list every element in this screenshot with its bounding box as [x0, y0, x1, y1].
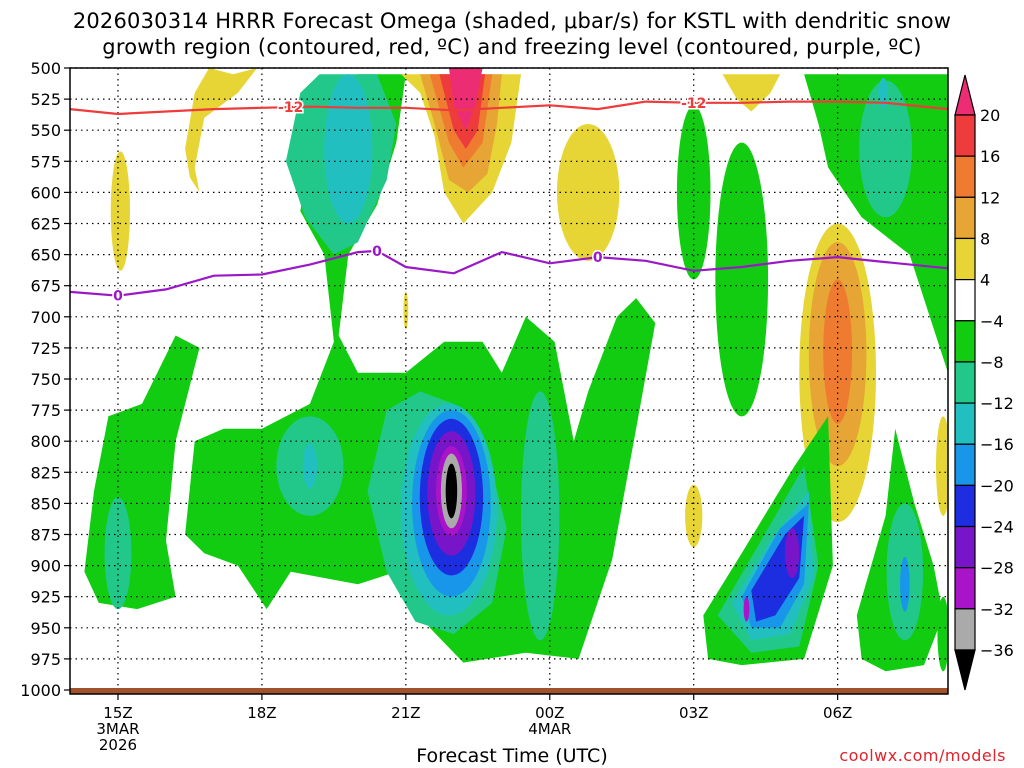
omega-region-4 — [324, 74, 373, 224]
omega-region-29 — [859, 80, 913, 218]
grid-lines — [70, 67, 948, 691]
omega-region-34 — [685, 484, 703, 547]
y-tick-label: 975 — [30, 650, 61, 669]
y-tick-label: 1000 — [20, 681, 61, 700]
dgz-contour-label-0: -12 — [278, 100, 303, 116]
colorbar-label: −20 — [980, 476, 1014, 495]
y-tick-label: 875 — [30, 526, 61, 545]
x-tick-label: 15Z — [103, 704, 132, 722]
omega-region-41 — [784, 528, 800, 579]
omega-region-25 — [676, 105, 711, 280]
colorbar-swatch — [954, 443, 976, 486]
y-tick-label: 900 — [30, 557, 61, 576]
omega-region-26 — [715, 142, 769, 417]
credit-link[interactable]: coolwx.com/models — [839, 746, 1006, 765]
x-tick-label: 2026 — [99, 736, 137, 754]
omega-region-46 — [937, 596, 948, 672]
omega-shading — [84, 68, 948, 672]
omega-region-45 — [900, 556, 910, 612]
y-tick-label: 850 — [30, 494, 61, 513]
omega-region-42 — [743, 596, 750, 622]
y-tick-label: 700 — [30, 308, 61, 327]
y-tick-label: 775 — [30, 401, 61, 420]
y-tick-label: 650 — [30, 246, 61, 265]
dgz-contour-label-1: -12 — [681, 96, 706, 112]
colorbar-swatch — [954, 196, 976, 240]
omega-region-15 — [520, 391, 560, 641]
colorbar-swatch — [954, 567, 976, 610]
omega-region-24 — [449, 68, 483, 131]
colorbar-swatch — [954, 402, 976, 445]
freezing-contour-label-0: 0 — [113, 289, 123, 305]
x-tick-label: 00Z — [535, 704, 564, 722]
colorbar-swatch — [954, 525, 976, 569]
y-tick-label: 725 — [30, 339, 61, 358]
colorbar-label: −28 — [980, 559, 1014, 578]
colorbar-top-arrow — [954, 74, 976, 116]
colorbar-swatch — [954, 155, 976, 198]
colorbar-label: −16 — [980, 435, 1014, 454]
omega-region-28 — [804, 74, 948, 373]
y-tick-label: 925 — [30, 588, 61, 607]
colorbar-swatch — [954, 608, 976, 651]
y-axis: 500 525 550 575 600 625 650 675 700 725 750 775 800 8… — [20, 59, 70, 700]
omega-region-17 — [110, 151, 130, 271]
y-tick-label: 575 — [30, 152, 61, 171]
colorbar-bottom-arrow — [954, 649, 976, 691]
colorbar: 20 16 12 8 4 −4 −8 −12 −16 −20 −24 −28 −32 −36 — [954, 74, 1014, 691]
y-tick-label: 750 — [30, 370, 61, 389]
colorbar-label: −32 — [980, 600, 1014, 619]
x-tick-label: 4MAR — [528, 720, 571, 738]
colorbar-label: −4 — [980, 312, 1004, 331]
omega-region-30 — [878, 77, 889, 108]
contours: -12 -12 0 0 0 — [70, 94, 948, 306]
colorbar-swatch — [954, 114, 976, 157]
y-tick-label: 500 — [30, 59, 61, 78]
omega-region-27 — [722, 74, 781, 112]
omega-region-33 — [823, 279, 853, 424]
omega-region-14 — [445, 463, 458, 519]
y-tick-label: 550 — [30, 121, 61, 140]
x-axis-title: Forecast Time (UTC) — [416, 745, 608, 767]
dgz-contour-line — [70, 100, 948, 116]
colorbar-swatch — [954, 484, 976, 528]
colorbar-swatch — [954, 237, 976, 281]
title-line-2: growth region (contoured, red, ºC) and f… — [102, 35, 922, 59]
colorbar-swatch — [954, 361, 976, 404]
omega-region-6 — [302, 443, 318, 489]
colorbar-label: −8 — [980, 353, 1004, 372]
colorbar-label: 8 — [980, 229, 990, 248]
colorbar-label: 20 — [980, 106, 1000, 125]
x-tick-label: 18Z — [247, 704, 276, 722]
plot-frame — [69, 67, 949, 695]
colorbar-swatch — [954, 320, 976, 363]
title-line-1: 2026030314 HRRR Forecast Omega (shaded, … — [72, 9, 952, 33]
colorbar-label: 4 — [980, 271, 990, 290]
freezing-contour-line — [70, 249, 948, 297]
y-tick-label: 625 — [30, 215, 61, 234]
x-tick-label: 21Z — [391, 704, 420, 722]
colorbar-label: 12 — [980, 188, 1000, 207]
y-tick-label: 800 — [30, 432, 61, 451]
colorbar-label: −36 — [980, 641, 1014, 660]
y-tick-label: 675 — [30, 277, 61, 296]
x-tick-label: 03Z — [679, 704, 708, 722]
y-tick-label: 525 — [30, 90, 61, 109]
colorbar-label: 16 — [980, 147, 1000, 166]
x-tick-label: 06Z — [823, 704, 852, 722]
colorbar-label: −12 — [980, 394, 1014, 413]
x-tick-label: 3MAR — [96, 720, 139, 738]
y-tick-label: 825 — [30, 463, 61, 482]
freezing-contour-label-2: 0 — [593, 250, 603, 266]
chart-title: 2026030314 HRRR Forecast Omega (shaded, … — [0, 8, 1024, 60]
colorbar-swatch — [954, 279, 976, 322]
y-tick-label: 950 — [30, 619, 61, 638]
freezing-contour-label-1: 0 — [372, 244, 382, 260]
colorbar-label: −24 — [980, 518, 1014, 537]
ground-strip — [70, 688, 948, 694]
y-tick-label: 600 — [30, 183, 61, 202]
